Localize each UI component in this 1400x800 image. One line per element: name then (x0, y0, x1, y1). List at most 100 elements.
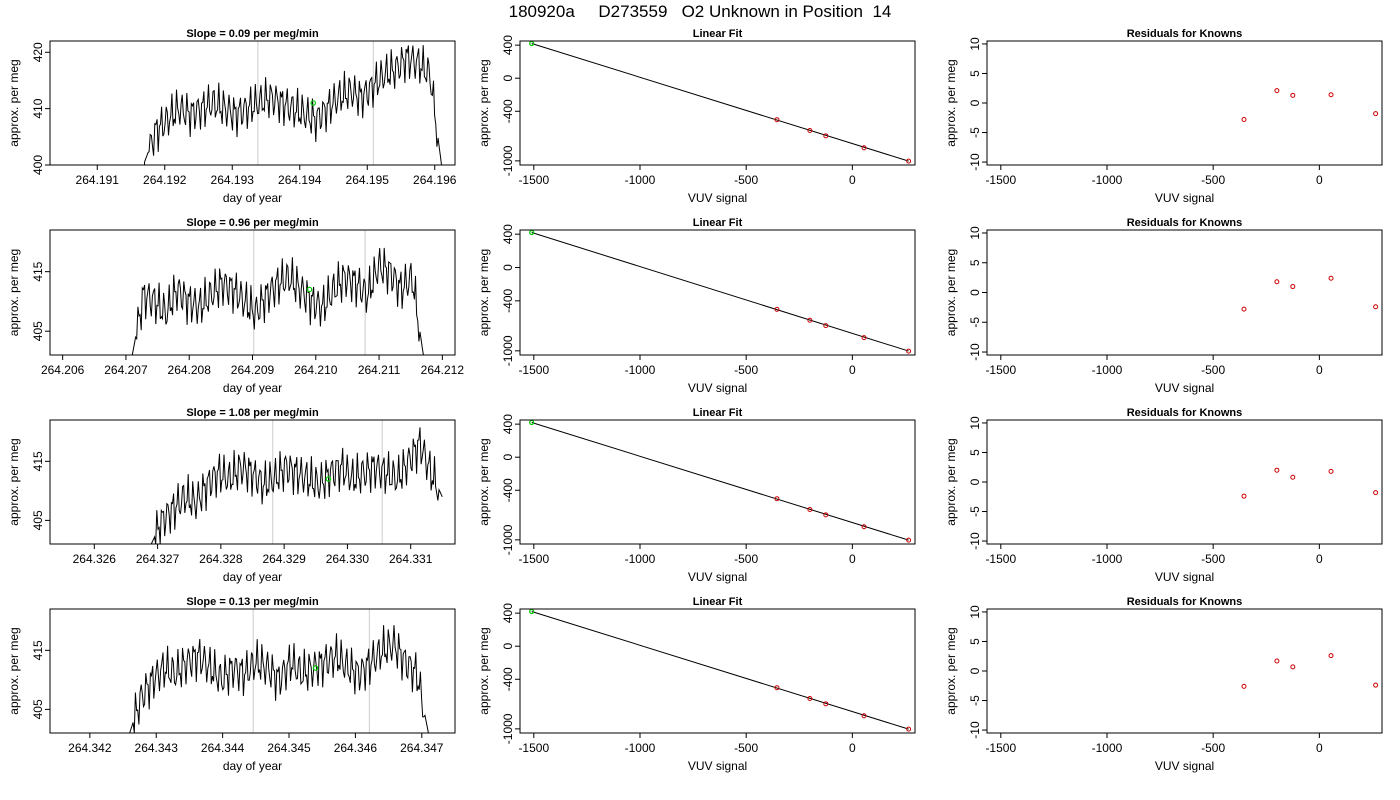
unknown-marker (325, 476, 332, 482)
y-tick-label: 5 (968, 638, 982, 645)
x-tick-label: 0 (849, 741, 856, 755)
x-tick-label: 264.192 (143, 173, 187, 187)
x-axis-label: day of year (223, 759, 282, 773)
x-tick-label: -1000 (1092, 173, 1123, 187)
x-tick-label: 264.207 (104, 363, 148, 377)
page-title: 180920a D273559 O2 Unknown in Position 1… (508, 2, 892, 21)
x-tick-label: 264.193 (211, 173, 255, 187)
y-tick-label: 0 (501, 75, 515, 82)
x-tick-label: -1000 (1092, 363, 1123, 377)
y-axis-label: approx. per meg (7, 438, 21, 525)
known-point (823, 512, 829, 518)
plot-frame (986, 608, 1383, 734)
x-axis-label: VUV signal (688, 759, 747, 773)
x-tick-label: 264.194 (278, 173, 322, 187)
y-tick-label: 5 (968, 70, 982, 77)
y-tick-label: -400 (501, 667, 515, 691)
known-point (906, 537, 912, 543)
y-tick-label: 5 (968, 259, 982, 266)
y-tick-label: 0 (501, 264, 515, 271)
x-tick-label: -500 (734, 741, 758, 755)
y-tick-label: 0 (968, 478, 982, 485)
x-tick-label: 0 (1316, 173, 1323, 187)
plot-frame (986, 419, 1383, 545)
x-tick-label: 264.328 (199, 552, 243, 566)
x-tick-label: -500 (1201, 552, 1225, 566)
y-tick-label: 415 (31, 451, 45, 471)
chart-panel: Linear Fit-1500 -1000 -500 04000-400-1000VU… (477, 596, 916, 773)
x-tick-label: 264.326 (73, 552, 117, 566)
chart-panel: Residuals for Knowns -1500 -1000 -500 0 10 5 0 -… (944, 217, 1383, 395)
x-tick-label: 0 (849, 363, 856, 377)
unknown-marker (310, 100, 317, 106)
y-tick-label: 0 (501, 454, 515, 461)
x-tick-label: 264.331 (389, 552, 433, 566)
panel-title: Residuals for Knowns (1127, 28, 1243, 40)
y-tick-label: 0 (968, 99, 982, 106)
panel-title: Linear Fit (693, 407, 743, 419)
known-point (906, 348, 912, 354)
known-point (861, 713, 867, 719)
x-tick-label: 264.195 (346, 173, 390, 187)
plot-frame (519, 40, 916, 166)
y-tick-label: -1000 (501, 145, 515, 176)
y-tick-label: 10 (968, 605, 982, 619)
panel-title: Slope = 1.08 per meg/min (186, 407, 319, 419)
y-tick-label: -1000 (501, 524, 515, 555)
chart-panel: Slope = 0.96 per meg/min 264.206 264.207 26… (7, 217, 464, 395)
x-tick-label: 0 (1316, 741, 1323, 755)
x-axis-label: VUV signal (1155, 381, 1214, 395)
known-point (1274, 658, 1280, 664)
known-point (823, 323, 829, 329)
known-point (1328, 468, 1334, 474)
signal-trace (150, 427, 443, 545)
x-tick-label: -500 (1201, 741, 1225, 755)
known-point (1328, 275, 1334, 281)
unknown-marker (312, 665, 319, 671)
x-tick-label: -1500 (518, 173, 549, 187)
known-point (1290, 474, 1296, 480)
chart-panel: Slope = 1.08 per meg/min 264.326 264.327 26… (7, 407, 456, 584)
y-axis-label: approx. per meg (944, 627, 958, 714)
x-tick-label: -500 (734, 552, 758, 566)
y-tick-label: 400 (31, 155, 45, 175)
known-point (1241, 306, 1247, 312)
x-tick-label: -1500 (985, 741, 1016, 755)
y-tick-label: -5 (968, 695, 982, 706)
chart-panel: Linear Fit-1500 -1000 -500 04000-400-1000VU… (477, 28, 916, 205)
panel-title: Slope = 0.13 per meg/min (186, 596, 319, 608)
x-tick-label: -1500 (518, 552, 549, 566)
known-point (861, 335, 867, 341)
y-tick-label: -5 (968, 506, 982, 517)
x-tick-label: 0 (1316, 552, 1323, 566)
known-point (1373, 304, 1379, 310)
y-tick-label: -400 (501, 99, 515, 123)
known-point (807, 128, 813, 134)
known-point (823, 701, 829, 707)
chart-panel: Linear Fit-1500 -1000 -500 04000-400-1000VU… (477, 407, 916, 584)
y-tick-label: 10 (968, 37, 982, 51)
y-axis-label: approx. per meg (7, 249, 21, 336)
panel-title: Residuals for Knowns (1127, 407, 1243, 419)
y-tick-label: 415 (31, 640, 45, 660)
known-point (823, 133, 829, 139)
x-tick-label: 264.346 (334, 741, 378, 755)
y-tick-label: 420 (31, 42, 45, 62)
x-tick-label: -1000 (1092, 741, 1123, 755)
x-axis-label: VUV signal (688, 570, 747, 584)
x-tick-label: -500 (734, 363, 758, 377)
known-point (1290, 92, 1296, 98)
y-axis-label: approx. per meg (477, 59, 491, 146)
known-point (1373, 111, 1379, 117)
y-axis-label: approx. per meg (944, 438, 958, 525)
y-tick-label: 0 (501, 643, 515, 650)
known-point (774, 685, 780, 691)
x-tick-label: -500 (1201, 363, 1225, 377)
y-tick-label: 405 (31, 510, 45, 530)
signal-trace (129, 625, 429, 734)
y-tick-label: 10 (968, 226, 982, 240)
y-tick-label: -400 (501, 289, 515, 313)
panel-title: Residuals for Knowns (1127, 217, 1243, 229)
known-point (1328, 92, 1334, 98)
